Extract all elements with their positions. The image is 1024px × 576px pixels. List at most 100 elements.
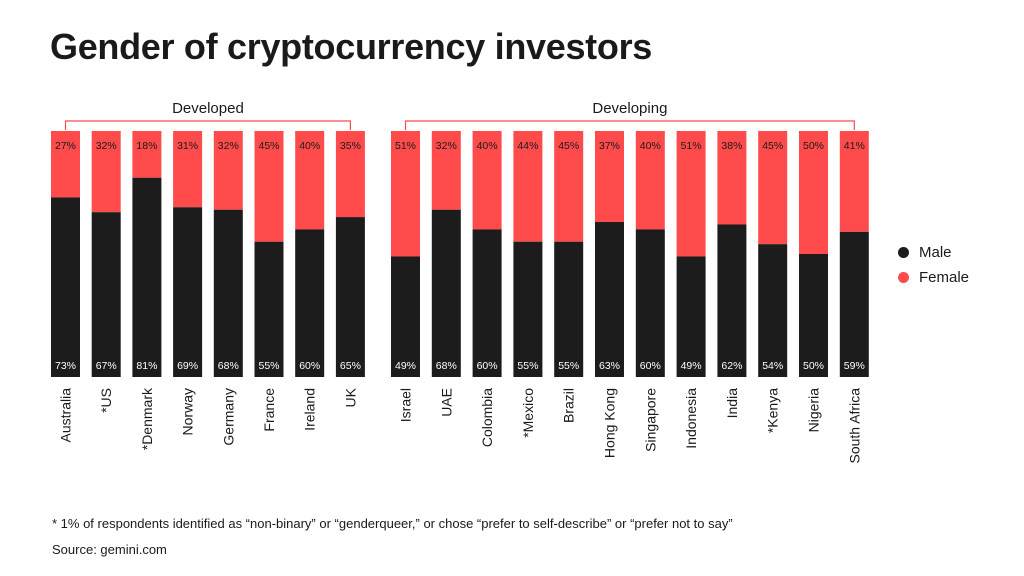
data-label-female: 38% bbox=[721, 140, 742, 152]
category-label: UAE bbox=[438, 388, 454, 417]
legend-item-female: Female bbox=[898, 265, 969, 290]
data-label-female: 27% bbox=[55, 140, 76, 152]
data-label-male: 59% bbox=[844, 360, 865, 372]
bar-female bbox=[431, 131, 461, 210]
category-label: *US bbox=[98, 388, 114, 413]
bar-female bbox=[676, 131, 706, 257]
bar-female bbox=[717, 131, 747, 225]
data-label-female: 50% bbox=[803, 140, 824, 152]
group-label: Developed bbox=[172, 100, 244, 117]
footnote: * 1% of respondents identified as “non-b… bbox=[52, 516, 733, 531]
legend-swatch-female bbox=[898, 272, 909, 283]
data-label-female: 32% bbox=[96, 140, 117, 152]
data-label-female: 51% bbox=[395, 140, 416, 152]
bar-male bbox=[173, 207, 203, 377]
data-label-female: 51% bbox=[681, 140, 702, 152]
data-label-female: 40% bbox=[477, 140, 498, 152]
bar-male bbox=[335, 217, 365, 377]
bar-male bbox=[513, 241, 543, 377]
bar-female bbox=[213, 131, 243, 210]
group-bracket bbox=[404, 120, 855, 130]
bar-female bbox=[51, 131, 80, 198]
bar-female bbox=[254, 131, 284, 242]
data-label-female: 40% bbox=[640, 140, 661, 152]
bar-male bbox=[132, 177, 162, 377]
bar-female bbox=[472, 131, 502, 230]
category-label: Norway bbox=[180, 388, 196, 435]
chart-title: Gender of cryptocurrency investors bbox=[50, 26, 652, 67]
bar-male bbox=[91, 212, 121, 377]
bar-male bbox=[758, 244, 788, 377]
bar-female bbox=[635, 131, 665, 230]
legend-item-male: Male bbox=[898, 240, 969, 265]
data-label-female: 32% bbox=[436, 140, 457, 152]
bar-female bbox=[513, 131, 543, 242]
category-label: Colombia bbox=[479, 388, 495, 447]
bar-female bbox=[91, 131, 121, 213]
data-label-female: 37% bbox=[599, 140, 620, 152]
category-label: Ireland bbox=[302, 388, 318, 431]
category-label: Australia bbox=[58, 388, 74, 443]
data-label-male: 67% bbox=[96, 360, 117, 372]
bar-male bbox=[554, 241, 584, 377]
data-label-male: 54% bbox=[762, 360, 783, 372]
data-label-male: 55% bbox=[558, 360, 579, 372]
data-label-female: 45% bbox=[762, 140, 783, 152]
bar-male bbox=[839, 231, 869, 377]
data-label-male: 68% bbox=[436, 360, 457, 372]
data-label-male: 65% bbox=[340, 360, 361, 372]
category-label: *Denmark bbox=[139, 387, 155, 450]
bar-female bbox=[839, 131, 869, 232]
legend-swatch-male bbox=[898, 247, 909, 258]
data-label-male: 68% bbox=[218, 360, 239, 372]
bar-male bbox=[254, 241, 284, 377]
data-label-female: 18% bbox=[136, 140, 157, 152]
data-label-male: 81% bbox=[136, 360, 157, 372]
data-label-male: 49% bbox=[395, 360, 416, 372]
bar-male bbox=[295, 229, 325, 377]
legend-label-male: Male bbox=[919, 244, 952, 261]
bar-male bbox=[595, 222, 624, 377]
category-label: Israel bbox=[398, 388, 414, 422]
legend-label-female: Female bbox=[919, 269, 970, 286]
category-label: India bbox=[724, 388, 740, 419]
bar-female bbox=[173, 131, 203, 208]
bar-male bbox=[676, 256, 706, 377]
data-label-female: 45% bbox=[258, 140, 279, 152]
bar-female bbox=[391, 131, 420, 257]
data-label-male: 60% bbox=[477, 360, 498, 372]
bar-male bbox=[799, 254, 828, 377]
data-label-male: 49% bbox=[681, 360, 702, 372]
data-label-female: 44% bbox=[517, 140, 538, 152]
data-label-female: 31% bbox=[177, 140, 198, 152]
data-label-male: 62% bbox=[721, 360, 742, 372]
category-label: UK bbox=[342, 387, 358, 407]
bar-male bbox=[431, 209, 461, 377]
data-label-male: 55% bbox=[258, 360, 279, 372]
data-label-male: 73% bbox=[55, 360, 76, 372]
category-label: Brazil bbox=[561, 388, 577, 423]
bar-male bbox=[391, 256, 420, 377]
category-label: Nigeria bbox=[806, 388, 822, 433]
data-label-female: 32% bbox=[218, 140, 239, 152]
category-label: Singapore bbox=[642, 388, 658, 452]
data-label-male: 60% bbox=[299, 360, 320, 372]
data-label-female: 45% bbox=[558, 140, 579, 152]
bar-female bbox=[335, 131, 365, 218]
category-label: *Mexico bbox=[520, 388, 536, 438]
group-bracket bbox=[64, 120, 351, 130]
bar-male bbox=[717, 224, 747, 377]
data-label-male: 63% bbox=[599, 360, 620, 372]
legend: Male Female bbox=[898, 240, 969, 290]
bar-male bbox=[635, 229, 665, 377]
category-label: Indonesia bbox=[683, 388, 699, 449]
category-label: Germany bbox=[220, 388, 236, 446]
data-label-male: 69% bbox=[177, 360, 198, 372]
data-label-male: 55% bbox=[517, 360, 538, 372]
source-note: Source: gemini.com bbox=[52, 542, 167, 557]
bar-female bbox=[295, 131, 325, 230]
category-label: Hong Kong bbox=[602, 388, 618, 458]
bar-male bbox=[213, 209, 243, 377]
bar-male bbox=[51, 197, 80, 377]
